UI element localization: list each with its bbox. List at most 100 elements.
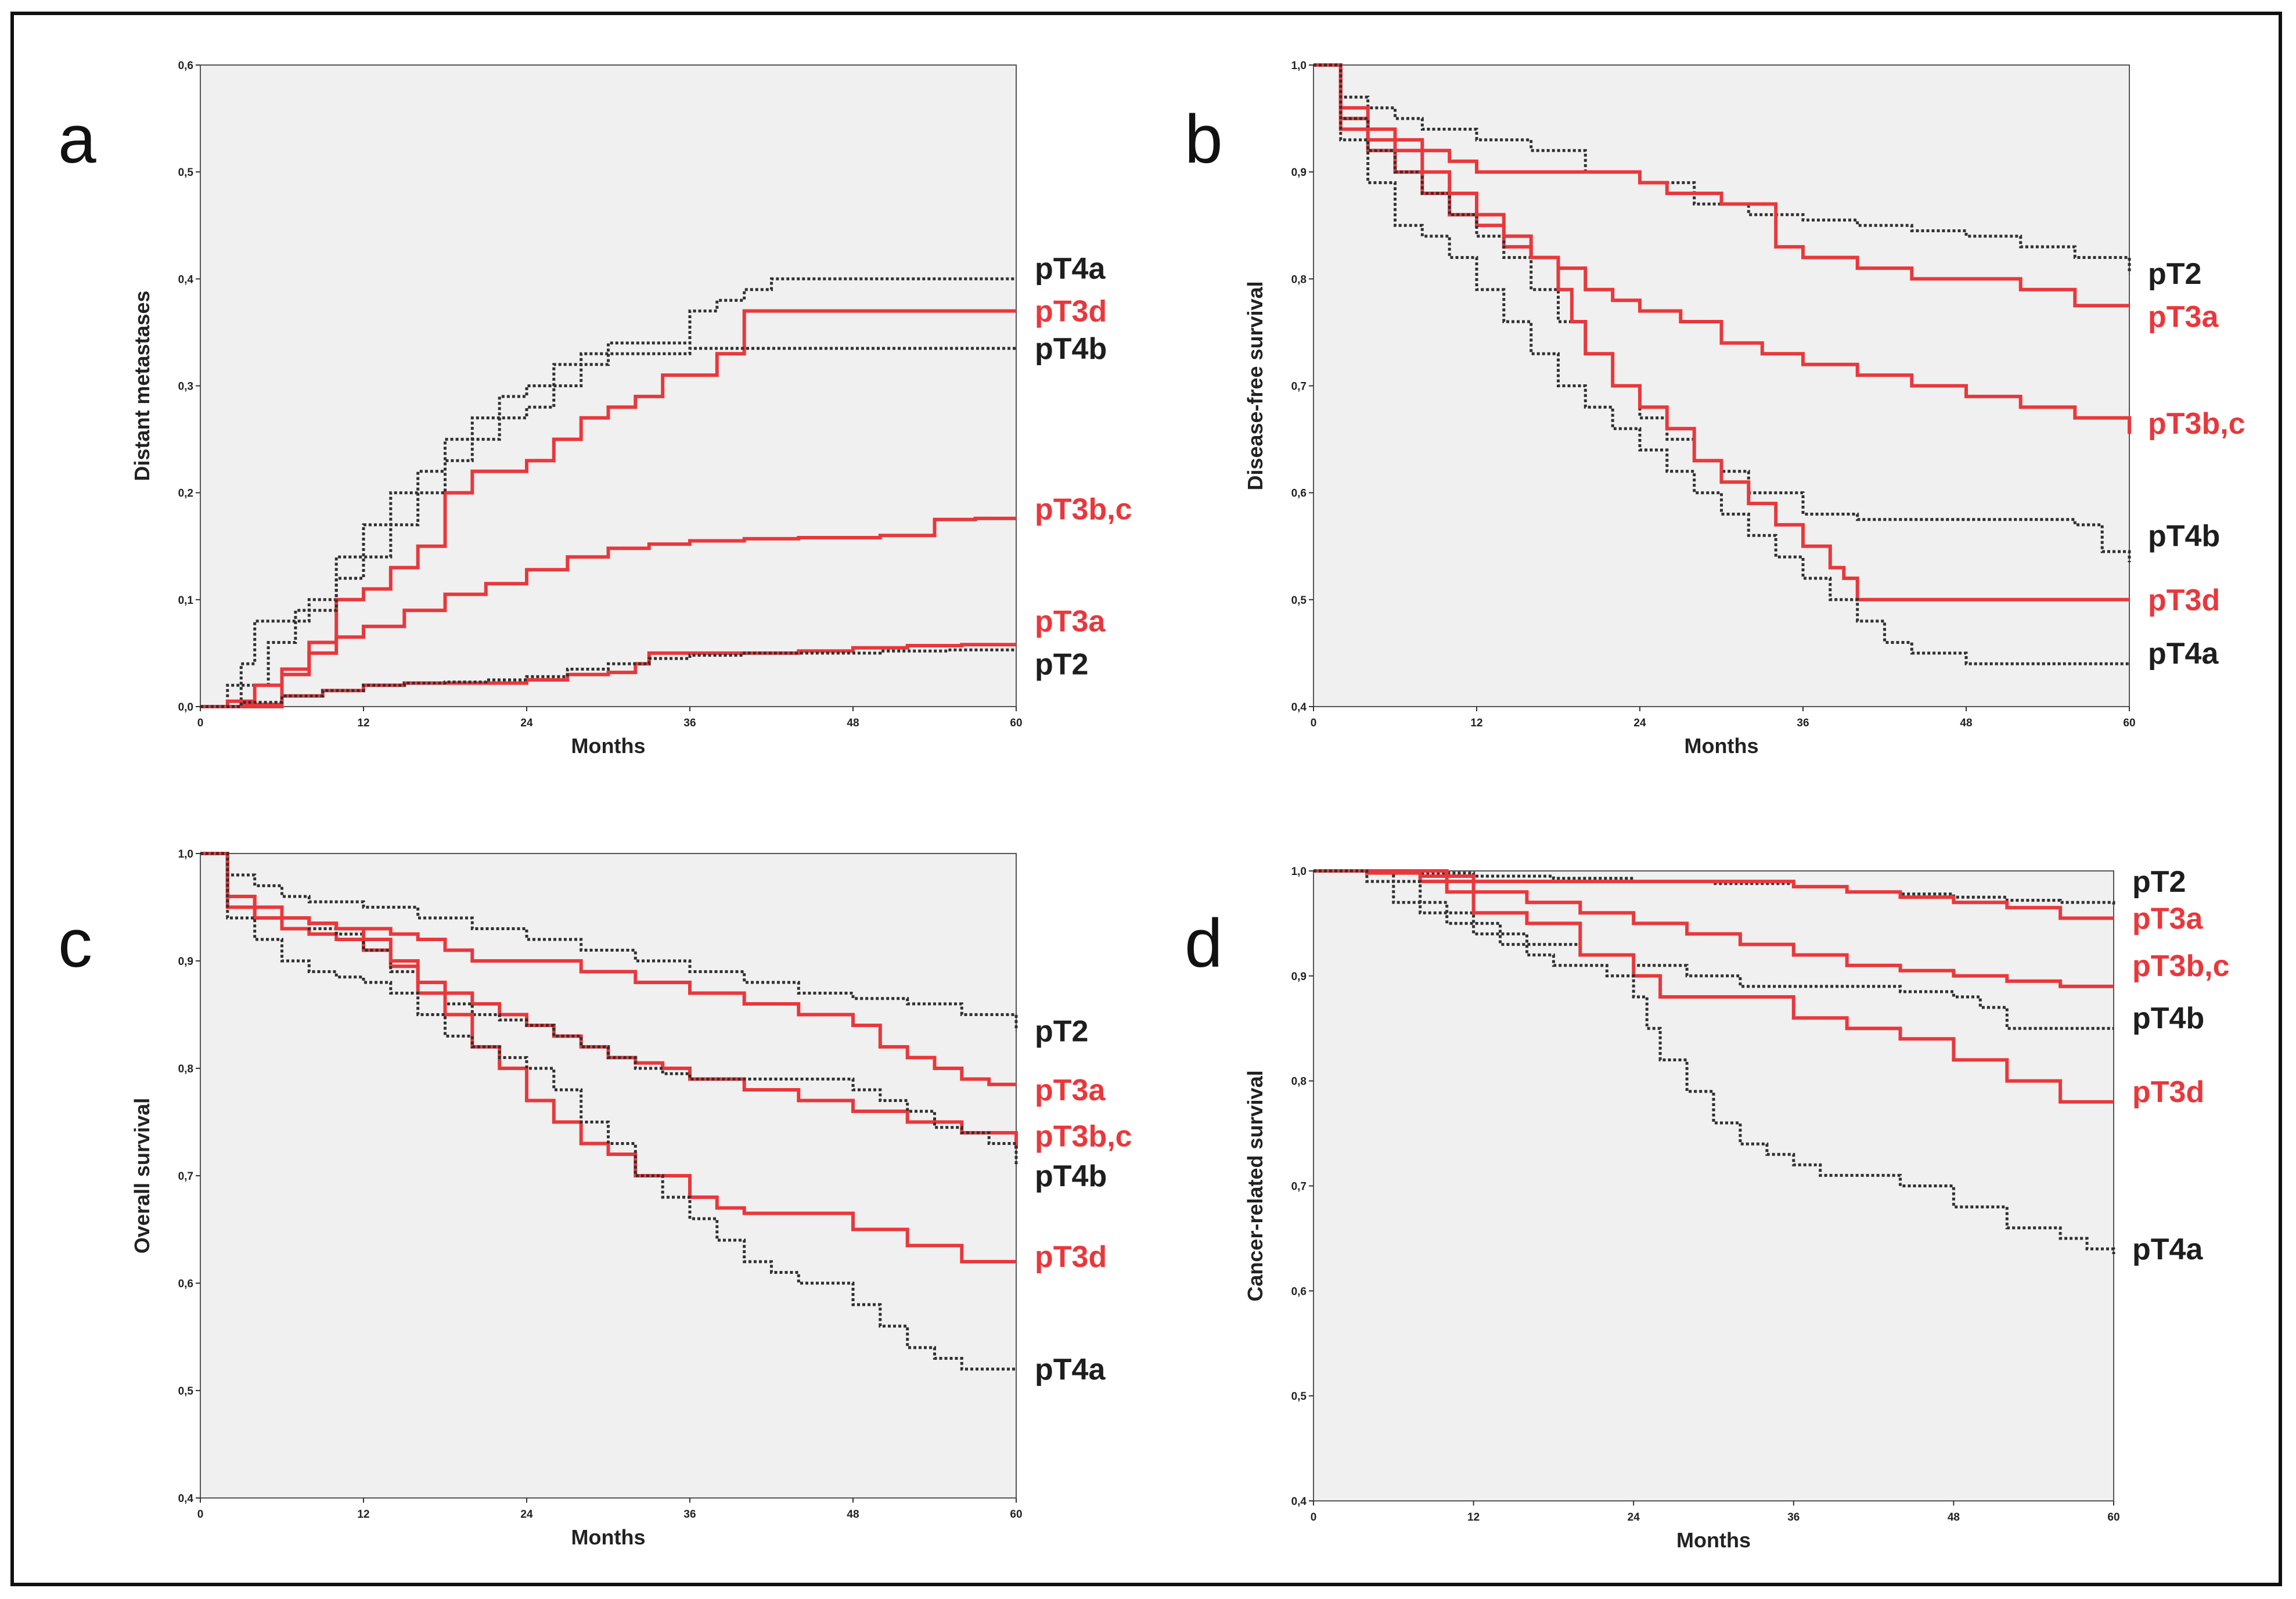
y-tick-label: 1,0 [1291, 60, 1307, 72]
y-tick-label: 0,6 [178, 60, 193, 72]
x-tick-label: 60 [2123, 717, 2135, 729]
y-tick-label: 0,0 [178, 701, 193, 714]
panel-letter-a: a [58, 101, 96, 178]
series-label-pt4a: pT4a [2148, 637, 2219, 671]
y-axis-label: Cancer-related survival [1243, 1070, 1267, 1301]
series-label-pt2: pT2 [2132, 865, 2186, 899]
series-line-pt3b-c [1313, 63, 2131, 434]
series-label-pt3a: pT3a [1035, 1074, 1106, 1107]
y-tick-label: 0,9 [178, 956, 193, 968]
y-tick-label: 0,5 [178, 167, 194, 179]
series-line-pt2 [200, 648, 1016, 708]
x-tick-label: 24 [1628, 1511, 1640, 1524]
panel-c: c 0,4 0,5 0,6 0,7 0,8 0,9 1,0 0 12 24 36 48 60 Months O… [58, 848, 1132, 1549]
plot-area [1313, 870, 2114, 1501]
y-tick-label: 0,9 [1291, 971, 1307, 983]
x-axis-label: Months [1676, 1528, 1751, 1552]
y-tick-label: 0,7 [1291, 1181, 1307, 1193]
y-tick-label: 0,5 [1291, 1391, 1307, 1403]
series-label-pt4b: pT4b [1035, 332, 1107, 366]
x-tick-label: 36 [683, 1508, 696, 1521]
series-label-pt3b-c: pT3b,c [2148, 407, 2245, 441]
plot-area [200, 853, 1017, 1499]
panel-a: a 0,0 0,1 0,2 0,3 0,4 0,5 0,6 0 12 24 36 48 60 Months D… [58, 60, 1132, 758]
y-tick-label: 0,8 [1291, 273, 1307, 286]
series-line-pt3b-c [1313, 869, 2114, 988]
y-tick-label: 0,6 [1291, 1285, 1307, 1298]
y-tick-label: 1,0 [178, 848, 193, 860]
series-line-pt4a [1313, 869, 2115, 1254]
panel-letter-b: b [1185, 101, 1223, 178]
series-line-pt4b [200, 347, 1016, 708]
y-axis-label: Disease-free survival [1243, 281, 1267, 490]
series-label-pt4b: pT4b [2132, 1002, 2204, 1035]
series-line-pt4a [200, 277, 1016, 708]
x-tick-label: 48 [1960, 717, 1972, 729]
y-tick-label: 0,4 [1291, 701, 1307, 714]
y-tick-label: 0,5 [178, 1385, 194, 1398]
series-line-pt3d [1313, 63, 2129, 602]
plot-area [200, 64, 1017, 707]
y-tick-label: 0,4 [178, 273, 194, 286]
y-tick-label: 0,4 [178, 1493, 194, 1505]
x-tick-label: 36 [683, 717, 696, 729]
y-tick-label: 0,8 [1291, 1076, 1307, 1088]
y-tick-label: 0,7 [1291, 381, 1307, 393]
x-tick-label: 60 [2107, 1511, 2119, 1524]
series-label-pt4b: pT4b [2148, 519, 2220, 553]
series-line-pt2 [1313, 869, 2115, 905]
y-tick-label: 0,9 [1291, 167, 1307, 179]
series-label-pt3d: pT3d [1035, 1240, 1107, 1274]
x-tick-label: 24 [1633, 717, 1646, 729]
x-tick-label: 12 [357, 717, 369, 729]
x-axis-label: Months [1685, 734, 1759, 758]
panel-letter-d: d [1185, 905, 1223, 982]
x-tick-label: 48 [1948, 1511, 1960, 1524]
series-label-pt3b-c: pT3b,c [1035, 492, 1132, 526]
series-label-pt3a: pT3a [1035, 605, 1106, 639]
series-label-pt4a: pT4a [1035, 1353, 1106, 1386]
x-tick-label: 36 [1787, 1511, 1800, 1524]
series-label-pt2: pT2 [1035, 647, 1088, 681]
y-tick-label: 0,6 [178, 1278, 193, 1290]
series-line-pt4b [200, 852, 1018, 1165]
y-tick-label: 0,6 [1291, 488, 1307, 500]
series-line-pt3b-c [200, 516, 1016, 708]
series-line-pt3d [1313, 869, 2114, 1104]
x-tick-label: 0 [1311, 1511, 1317, 1524]
series-label-pt2: pT2 [2148, 257, 2201, 291]
y-tick-label: 0,3 [178, 381, 193, 393]
series-line-pt4b [1313, 63, 2131, 563]
series-label-pt3b-c: pT3b,c [1035, 1120, 1132, 1154]
y-tick-label: 0,2 [178, 488, 193, 500]
x-tick-label: 12 [357, 1508, 369, 1521]
series-line-pt3a [1313, 869, 2114, 920]
panel-d: d 0,4 0,5 0,6 0,7 0,8 0,9 1,0 0 12 24 36 48 60 Months C… [1185, 865, 2230, 1552]
y-axis-label: Distant metastases [130, 290, 154, 481]
x-tick-label: 24 [520, 1508, 533, 1521]
x-tick-label: 0 [1311, 717, 1317, 729]
x-axis-label: Months [571, 1525, 646, 1549]
y-axis-label: Overall survival [130, 1098, 154, 1254]
x-tick-label: 60 [1010, 1508, 1022, 1521]
x-tick-label: 48 [847, 717, 859, 729]
x-tick-label: 0 [197, 1508, 204, 1521]
y-tick-label: 0,5 [1291, 595, 1307, 607]
series-line-pt3a [1313, 63, 2129, 308]
series-label-pt3a: pT3a [2132, 902, 2203, 935]
y-tick-label: 0,8 [178, 1063, 193, 1075]
x-tick-label: 12 [1467, 1511, 1480, 1524]
x-tick-label: 24 [520, 717, 533, 729]
series-label-pt3d: pT3d [2132, 1075, 2204, 1109]
panel-letter-c: c [58, 905, 92, 982]
series-label-pt3d: pT3d [2148, 584, 2220, 617]
x-tick-label: 48 [847, 1508, 859, 1521]
series-line-pt3a [200, 643, 1016, 708]
series-line-pt2 [1313, 63, 2131, 274]
x-tick-label: 12 [1470, 717, 1482, 729]
series-label-pt3d: pT3d [1035, 295, 1107, 329]
x-tick-label: 36 [1797, 717, 1809, 729]
x-axis-label: Months [571, 734, 646, 758]
y-tick-label: 1,0 [1291, 866, 1307, 878]
series-label-pt3a: pT3a [2148, 300, 2219, 334]
